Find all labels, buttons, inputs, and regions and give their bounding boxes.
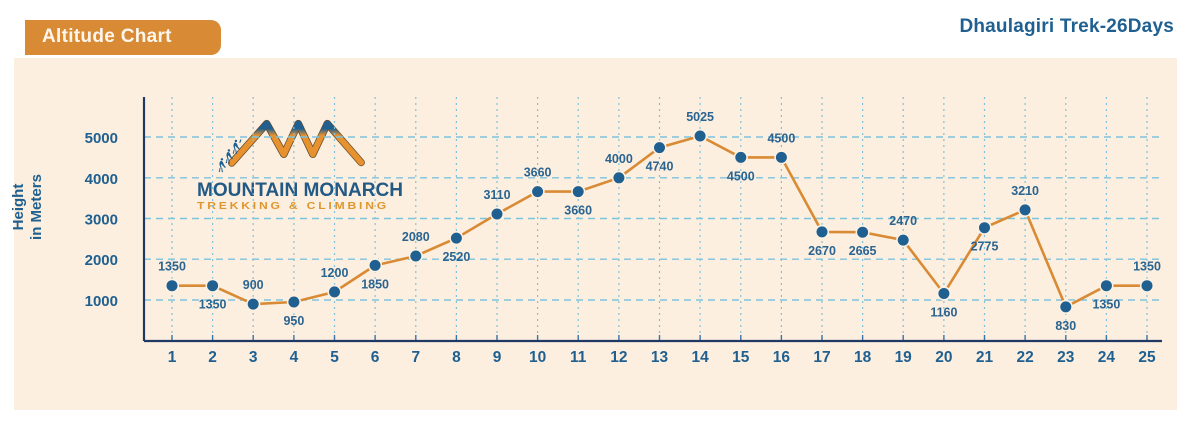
svg-text:21: 21	[976, 349, 994, 366]
svg-text:2470: 2470	[889, 214, 917, 228]
svg-text:TREKKING & CLIMBING: TREKKING & CLIMBING	[197, 201, 389, 212]
svg-text:24: 24	[1098, 349, 1116, 366]
svg-text:2670: 2670	[808, 244, 836, 258]
svg-text:2520: 2520	[442, 250, 470, 264]
svg-text:2665: 2665	[849, 244, 877, 258]
svg-text:1200: 1200	[321, 266, 349, 280]
svg-text:6: 6	[371, 349, 380, 366]
svg-text:5025: 5025	[686, 110, 714, 124]
svg-text:17: 17	[813, 349, 830, 366]
svg-text:22: 22	[1016, 349, 1033, 366]
svg-text:2: 2	[208, 349, 217, 366]
svg-text:1850: 1850	[361, 277, 389, 291]
svg-text:3210: 3210	[1011, 184, 1039, 198]
svg-text:8: 8	[452, 349, 461, 366]
svg-text:4: 4	[290, 349, 299, 366]
svg-text:16: 16	[773, 349, 791, 366]
svg-text:3660: 3660	[524, 166, 552, 180]
svg-text:4000: 4000	[605, 152, 633, 166]
svg-text:15: 15	[732, 349, 750, 366]
svg-text:950: 950	[283, 314, 304, 328]
svg-text:20: 20	[935, 349, 952, 366]
svg-text:2775: 2775	[971, 240, 999, 254]
svg-text:19: 19	[895, 349, 913, 366]
svg-text:5000: 5000	[85, 130, 118, 147]
svg-text:2080: 2080	[402, 230, 430, 244]
svg-text:1: 1	[168, 349, 177, 366]
svg-text:4740: 4740	[646, 160, 674, 174]
svg-text:1000: 1000	[85, 293, 118, 310]
svg-text:3: 3	[249, 349, 258, 366]
svg-text:1350: 1350	[1133, 260, 1161, 274]
svg-text:9: 9	[493, 349, 502, 366]
svg-text:900: 900	[243, 278, 264, 292]
svg-text:4500: 4500	[767, 131, 795, 145]
svg-text:13: 13	[651, 349, 669, 366]
svg-text:830: 830	[1055, 319, 1076, 333]
svg-text:3110: 3110	[483, 188, 510, 202]
svg-text:2000: 2000	[85, 252, 118, 269]
svg-text:4500: 4500	[727, 169, 755, 183]
svg-text:1350: 1350	[1092, 298, 1120, 312]
svg-text:23: 23	[1057, 349, 1075, 366]
svg-text:MOUNTAIN MONARCH: MOUNTAIN MONARCH	[197, 180, 403, 201]
svg-text:14: 14	[691, 349, 709, 366]
svg-text:12: 12	[610, 349, 627, 366]
svg-text:3660: 3660	[564, 204, 592, 218]
svg-text:18: 18	[854, 349, 872, 366]
svg-text:7: 7	[411, 349, 420, 366]
svg-text:1160: 1160	[930, 306, 957, 320]
svg-text:1350: 1350	[158, 260, 186, 274]
svg-text:10: 10	[529, 349, 546, 366]
svg-text:5: 5	[330, 349, 339, 366]
svg-text:25: 25	[1138, 349, 1156, 366]
svg-text:3000: 3000	[85, 212, 118, 229]
svg-text:4000: 4000	[85, 171, 118, 188]
svg-text:1350: 1350	[199, 298, 227, 312]
svg-text:11: 11	[570, 349, 587, 366]
